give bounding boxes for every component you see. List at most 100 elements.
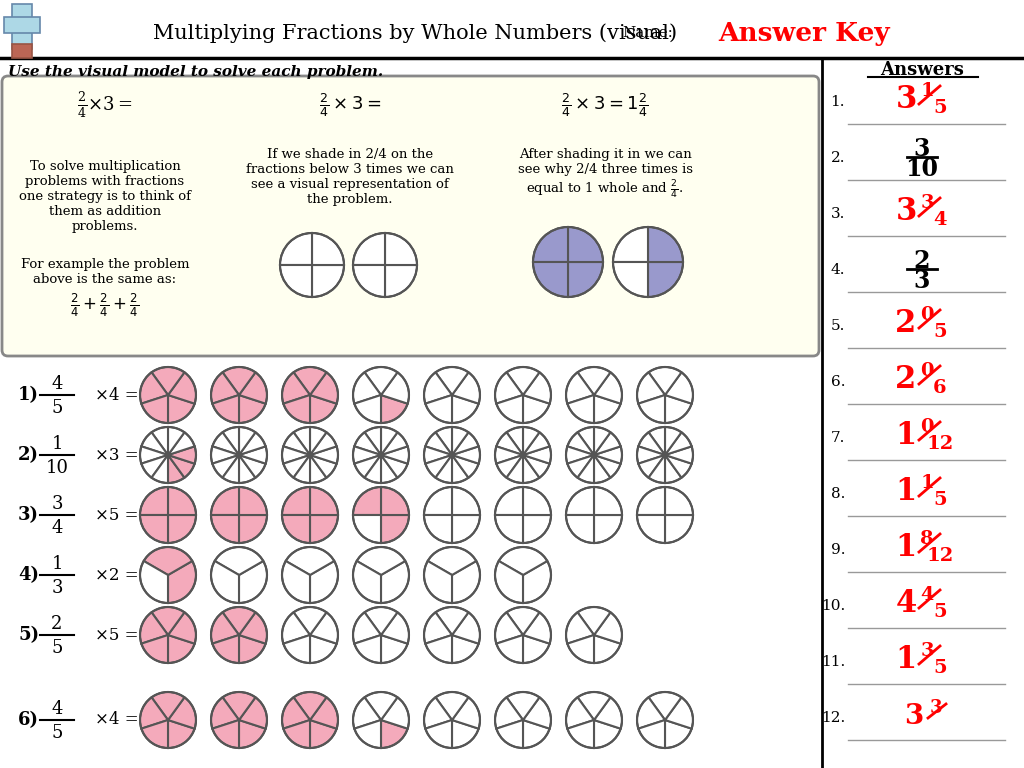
Text: Name:: Name: [622, 26, 673, 40]
Text: Multiplying Fractions by Whole Numbers (visual): Multiplying Fractions by Whole Numbers (… [153, 23, 677, 43]
Text: If we shade in 2/4 on the
fractions below 3 times we can
see a visual representa: If we shade in 2/4 on the fractions belo… [246, 148, 454, 206]
Wedge shape [507, 607, 540, 635]
Wedge shape [381, 561, 409, 603]
Wedge shape [381, 515, 409, 543]
Wedge shape [280, 265, 312, 297]
Wedge shape [566, 372, 594, 404]
Wedge shape [497, 720, 523, 748]
Wedge shape [638, 432, 665, 455]
Wedge shape [665, 487, 693, 515]
Wedge shape [140, 446, 168, 464]
Wedge shape [613, 262, 648, 297]
Wedge shape [665, 515, 693, 543]
Wedge shape [665, 432, 691, 455]
Text: 3: 3 [913, 137, 930, 161]
Text: 4: 4 [895, 588, 916, 620]
Text: 1: 1 [895, 532, 916, 564]
Wedge shape [428, 547, 476, 575]
Wedge shape [140, 697, 168, 729]
Wedge shape [239, 561, 267, 603]
Wedge shape [239, 720, 265, 748]
Wedge shape [435, 427, 452, 455]
Wedge shape [239, 395, 265, 423]
Text: 0: 0 [921, 362, 934, 380]
Wedge shape [239, 446, 267, 464]
Text: Answer Key: Answer Key [718, 21, 890, 45]
Wedge shape [495, 487, 523, 515]
Text: 8.: 8. [830, 487, 845, 501]
Wedge shape [424, 561, 452, 603]
Wedge shape [425, 635, 452, 663]
Wedge shape [452, 487, 480, 515]
Text: 5: 5 [933, 99, 947, 117]
Wedge shape [425, 432, 452, 455]
Wedge shape [294, 427, 310, 455]
Bar [12, 44, 32, 58]
Wedge shape [523, 446, 551, 464]
Text: 6.: 6. [830, 375, 845, 389]
Text: After shading it in we can
see why 2/4 three times is
equal to 1 whole and $\fra: After shading it in we can see why 2/4 t… [517, 148, 692, 201]
Text: 3: 3 [921, 642, 934, 660]
Wedge shape [284, 432, 310, 455]
Wedge shape [212, 395, 239, 423]
Wedge shape [594, 427, 610, 455]
Wedge shape [578, 692, 610, 720]
Wedge shape [648, 427, 665, 455]
Wedge shape [534, 227, 568, 262]
Wedge shape [578, 607, 610, 635]
Wedge shape [168, 612, 196, 644]
Text: 3: 3 [895, 84, 916, 115]
Wedge shape [665, 720, 691, 748]
Wedge shape [353, 265, 385, 297]
Text: 7.: 7. [830, 431, 845, 445]
Wedge shape [594, 635, 621, 663]
Text: 1): 1) [18, 386, 39, 404]
Wedge shape [381, 372, 409, 404]
Text: 1: 1 [895, 476, 916, 508]
Wedge shape [452, 455, 478, 478]
Wedge shape [424, 372, 452, 404]
Wedge shape [282, 561, 310, 603]
Text: Use the visual model to solve each problem.: Use the visual model to solve each probl… [8, 65, 383, 79]
Wedge shape [452, 395, 478, 423]
Text: 3: 3 [930, 699, 942, 717]
Wedge shape [212, 432, 239, 455]
Wedge shape [534, 262, 568, 297]
Wedge shape [381, 487, 409, 515]
Wedge shape [354, 455, 381, 478]
Wedge shape [168, 515, 196, 543]
Wedge shape [282, 446, 310, 464]
Wedge shape [140, 515, 168, 543]
Wedge shape [613, 227, 648, 262]
Wedge shape [312, 233, 344, 265]
Text: 5: 5 [933, 659, 947, 677]
Wedge shape [353, 515, 381, 543]
Wedge shape [594, 612, 622, 644]
Text: 1: 1 [895, 644, 916, 676]
Wedge shape [282, 612, 310, 644]
Wedge shape [594, 446, 622, 464]
Text: ×5 =: ×5 = [95, 627, 138, 644]
Wedge shape [294, 455, 310, 483]
Wedge shape [239, 455, 255, 483]
Wedge shape [507, 692, 540, 720]
Wedge shape [499, 547, 547, 575]
Wedge shape [495, 612, 523, 644]
Wedge shape [648, 455, 665, 483]
Text: 5): 5) [18, 626, 39, 644]
Wedge shape [425, 455, 452, 478]
Wedge shape [637, 487, 665, 515]
Wedge shape [452, 372, 480, 404]
Wedge shape [168, 455, 184, 483]
Text: ×3 =: ×3 = [95, 446, 138, 464]
Text: ×2 =: ×2 = [95, 567, 138, 584]
Wedge shape [566, 446, 594, 464]
Wedge shape [568, 227, 603, 262]
Wedge shape [435, 692, 468, 720]
Wedge shape [152, 427, 168, 455]
Wedge shape [239, 427, 255, 455]
Wedge shape [282, 697, 310, 729]
Wedge shape [578, 367, 610, 395]
Wedge shape [568, 262, 603, 297]
Wedge shape [523, 635, 550, 663]
